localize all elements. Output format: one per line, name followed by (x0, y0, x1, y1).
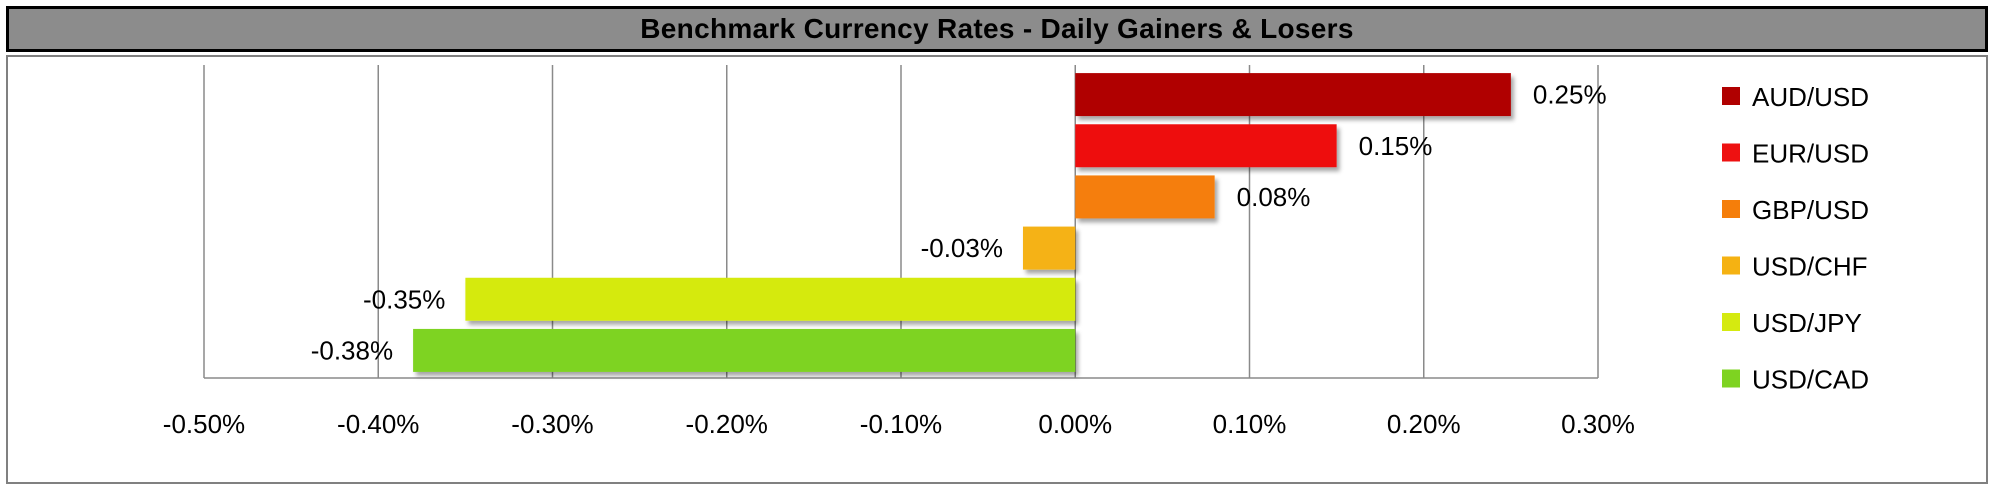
x-tick-label: -0.20% (686, 409, 768, 439)
legend-swatch (1722, 143, 1740, 162)
legend-entry: USD/CAD (1752, 365, 1869, 395)
x-tick-label: -0.10% (860, 409, 942, 439)
bar-aud-usd (1075, 73, 1511, 117)
legend-entry: USD/CHF (1752, 252, 1868, 282)
bar-usd-jpy (465, 277, 1076, 321)
data-label: 0.08% (1237, 182, 1311, 212)
data-label: 0.15% (1359, 131, 1433, 161)
bar-usd-chf (1022, 226, 1076, 270)
legend-entry: AUD/USD (1752, 82, 1869, 112)
data-label: -0.35% (363, 284, 445, 314)
legend-entry: GBP/USD (1752, 195, 1869, 225)
chart-title: Benchmark Currency Rates - Daily Gainers… (6, 6, 1988, 52)
bar-gbp-usd (1075, 175, 1215, 219)
legend-swatch (1722, 256, 1740, 275)
legend-entry: EUR/USD (1752, 139, 1869, 169)
x-tick-label: -0.30% (511, 409, 593, 439)
chart-frame (6, 55, 1988, 484)
x-tick-label: -0.50% (163, 409, 245, 439)
data-label: 0.25% (1533, 80, 1607, 110)
data-label: -0.03% (921, 233, 1003, 263)
legend-swatch (1722, 313, 1740, 331)
bar-eur-usd (1075, 124, 1337, 168)
legend-swatch (1722, 369, 1740, 388)
legend-swatch (1722, 87, 1740, 105)
legend-entry: USD/JPY (1752, 308, 1862, 338)
data-label: -0.38% (311, 335, 393, 365)
x-tick-label: -0.40% (337, 409, 419, 439)
x-tick-label: 0.30% (1561, 409, 1635, 439)
x-tick-label: 0.00% (1038, 409, 1112, 439)
x-tick-label: 0.20% (1387, 409, 1461, 439)
bar-usd-cad (413, 328, 1076, 372)
x-tick-label: 0.10% (1213, 409, 1287, 439)
legend-swatch (1722, 200, 1740, 218)
